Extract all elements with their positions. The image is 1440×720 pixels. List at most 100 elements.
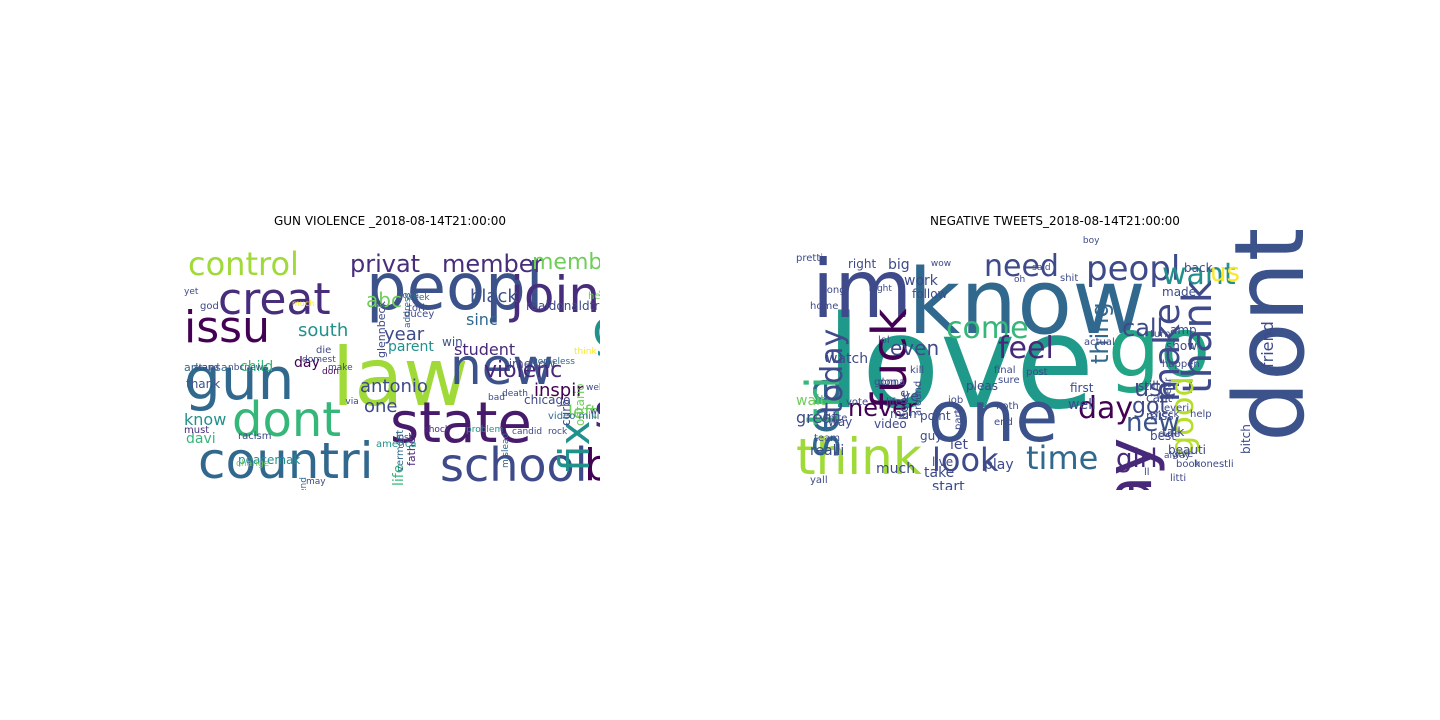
word-cloud-word: shit <box>1060 274 1078 284</box>
word-cloud-word: love <box>400 292 419 301</box>
word-cloud-word: follow <box>912 288 947 300</box>
word-cloud-word: ll <box>1144 468 1150 478</box>
word-cloud-word: parent <box>388 340 434 354</box>
word-cloud-word: happen <box>1162 360 1200 370</box>
word-cloud-word: wait <box>796 394 825 408</box>
word-cloud-word: year <box>1164 378 1174 400</box>
word-cloud-word: made <box>1162 286 1196 298</box>
word-cloud-word: watch <box>826 352 868 366</box>
word-cloud-word: guy <box>920 430 942 442</box>
word-cloud-word: tori <box>408 304 425 314</box>
word-cloud-word: girl <box>1116 446 1158 472</box>
word-cloud-word: member <box>442 252 543 276</box>
word-cloud-word: live <box>932 456 953 468</box>
word-cloud-word: post <box>1026 368 1048 378</box>
word-cloud-word: play <box>984 458 1014 472</box>
word-cloud-word: final <box>994 366 1016 376</box>
word-cloud-word: bitch <box>1240 424 1252 454</box>
word-cloud-word: kill <box>910 366 924 376</box>
word-cloud-word: pretti <box>796 254 823 264</box>
word-cloud-word: even <box>890 338 939 358</box>
word-cloud-word: white <box>820 414 847 424</box>
word-cloud-word: cute <box>1158 430 1180 440</box>
word-cloud-word: job <box>948 396 963 406</box>
word-cloud-word: end <box>994 418 1013 428</box>
word-cloud-word: death <box>502 390 528 399</box>
word-cloud-word: well <box>586 384 600 393</box>
word-cloud-word: well <box>1068 398 1096 412</box>
word-cloud-word: friend <box>1260 321 1276 368</box>
word-cloud-word: member bill <box>532 252 600 274</box>
word-cloud-panel-negative-tweets: NEGATIVE TWEETS_2018-08-14T21:00:00 love… <box>790 210 1320 490</box>
word-cloud-word: help <box>1190 410 1212 420</box>
word-cloud-word: rock <box>548 428 567 437</box>
word-cloud-word: lost <box>396 434 412 443</box>
word-cloud-word: sinc <box>466 312 498 328</box>
word-cloud-word: work <box>904 274 938 288</box>
word-cloud-word: one <box>364 398 398 416</box>
word-cloud-word: litti <box>1170 474 1186 484</box>
word-cloud-word: yet <box>184 288 198 297</box>
word-cloud-word: lol <box>878 336 890 346</box>
word-cloud-word: first <box>1070 382 1093 394</box>
word-cloud-word: privat <box>350 252 420 276</box>
word-cloud-word: honestli <box>1194 460 1234 470</box>
word-cloud-word: may <box>306 478 326 487</box>
word-cloud-word: problem <box>466 426 503 435</box>
word-cloud: controlpeopllawguncreatissunewjoingosays… <box>180 230 600 490</box>
word-cloud-word: change <box>236 460 269 469</box>
word-cloud-word: boy <box>1083 237 1100 246</box>
word-cloud-word: team <box>814 434 840 444</box>
word-cloud-word: right <box>848 258 876 270</box>
word-cloud-word: give <box>1172 450 1193 460</box>
word-cloud-word: much <box>876 462 915 476</box>
word-cloud-word: shock <box>424 426 450 435</box>
word-cloud-word: must <box>184 426 209 436</box>
word-cloud-word: point <box>920 410 951 422</box>
word-cloud: loveknowimdontgoonesaythinkfuckseetrinee… <box>790 230 1320 490</box>
word-cloud-word: chicago <box>524 394 570 406</box>
word-cloud-word: black <box>470 288 518 306</box>
word-cloud-word: via <box>345 398 358 407</box>
word-cloud-word: homeless <box>532 358 575 367</box>
word-cloud-word: nbcnews <box>228 364 268 373</box>
word-cloud-word: time <box>1026 442 1098 474</box>
word-cloud-word: let <box>950 438 968 452</box>
word-cloud-word: south <box>298 322 348 340</box>
word-cloud-word: home <box>810 302 838 312</box>
panel-title: GUN VIOLENCE _2018-08-14T21:00:00 <box>180 214 600 228</box>
word-cloud-word: turn <box>1150 330 1171 340</box>
word-cloud-panel-gun-violence: GUN VIOLENCE _2018-08-14T21:00:00 contro… <box>180 210 600 490</box>
word-cloud-word: amp <box>1170 324 1197 336</box>
word-cloud-word: noth <box>996 402 1019 412</box>
word-cloud-word: around <box>914 381 924 416</box>
word-cloud-word: sure <box>998 376 1020 386</box>
word-cloud-word: life <box>886 398 901 408</box>
word-cloud-word: work <box>590 408 600 417</box>
word-cloud-word: mislead <box>502 433 511 468</box>
word-cloud-word: wow <box>931 260 951 269</box>
word-cloud-word: god <box>200 302 219 312</box>
word-cloud-word: thank <box>186 378 220 390</box>
word-cloud-word: bad <box>488 394 505 403</box>
word-cloud-word: vote <box>846 398 868 408</box>
word-cloud-word: night <box>869 285 892 294</box>
word-cloud-word: show <box>1166 340 1197 352</box>
word-cloud-word: antonio <box>360 378 428 396</box>
word-cloud-word: start <box>932 480 965 490</box>
word-cloud-word: domest <box>302 356 336 365</box>
word-cloud-word: issu <box>184 306 270 350</box>
word-cloud-word: feel <box>998 334 1054 364</box>
word-cloud-word: think <box>574 348 597 357</box>
word-cloud-word: everi <box>1164 404 1189 414</box>
word-cloud-word: stand <box>194 364 219 373</box>
word-cloud-word: big <box>888 258 910 272</box>
word-cloud-word: pleas <box>966 380 998 392</box>
word-cloud-word: parti <box>954 407 964 430</box>
panel-title: NEGATIVE TWEETS_2018-08-14T21:00:00 <box>790 214 1320 228</box>
word-cloud-word: said <box>1032 264 1050 273</box>
word-cloud-word: back <box>1184 262 1213 274</box>
word-cloud-word: yall <box>810 476 828 486</box>
word-cloud-word: racism <box>238 432 271 442</box>
word-cloud-word: oh <box>1014 276 1025 285</box>
